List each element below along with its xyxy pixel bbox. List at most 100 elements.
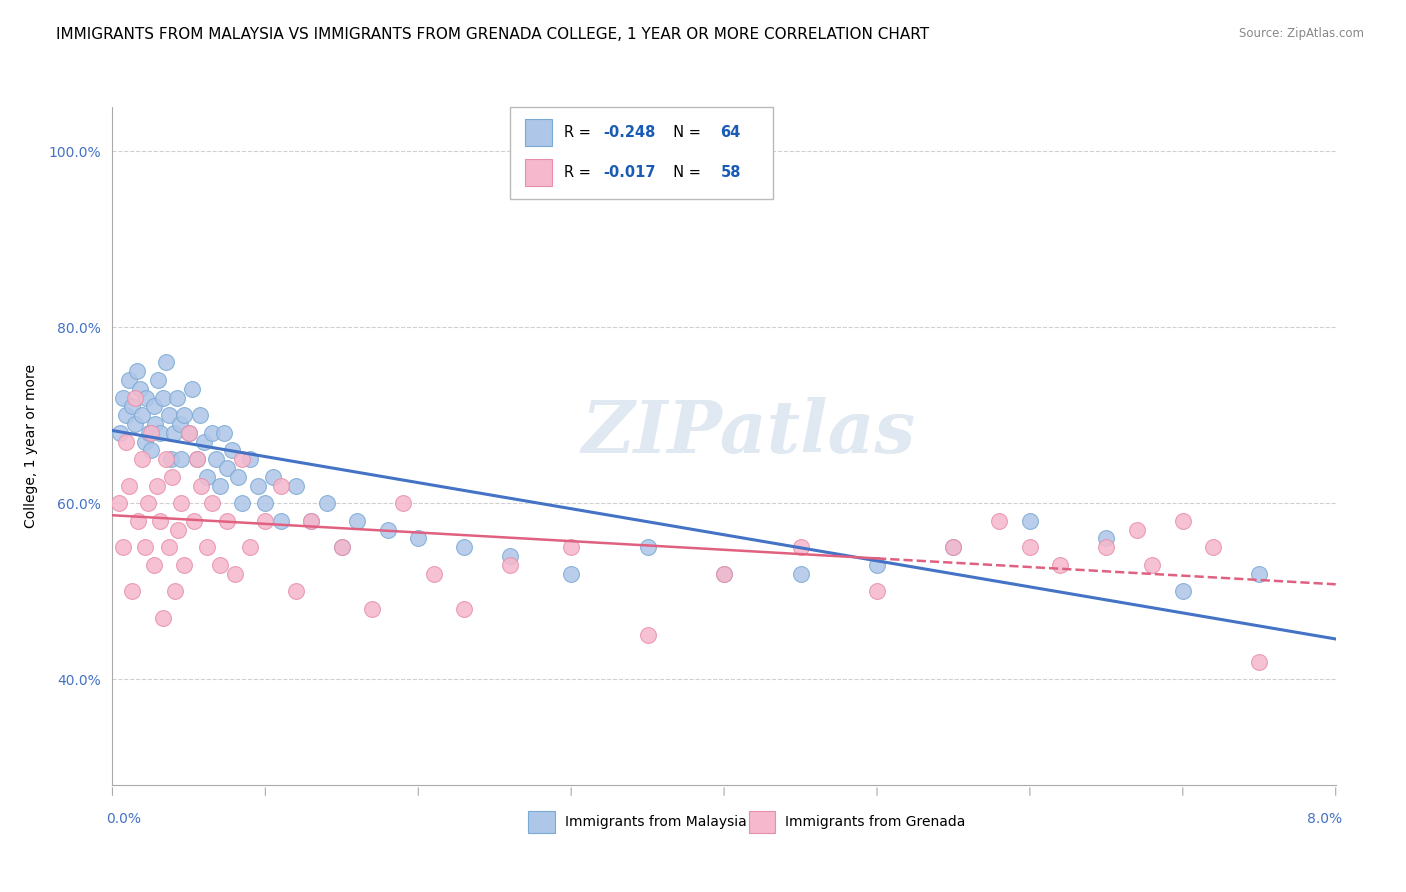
Point [112,391,135,405]
Point [284,584,308,599]
Point [143,417,166,431]
Point [239,452,262,467]
Point [942,541,965,555]
Text: R =: R = [564,125,595,140]
Point [177,425,200,440]
Point [190,478,212,492]
Text: Immigrants from Grenada: Immigrants from Grenada [786,815,966,830]
Point [152,391,174,405]
Point [254,514,277,528]
Point [167,523,190,537]
Point [115,434,138,449]
Point [138,425,160,440]
Point [231,452,253,467]
Point [146,478,169,492]
Point [115,408,138,422]
Y-axis label: College, 1 year or more: College, 1 year or more [24,364,38,528]
Point [560,541,582,555]
Point [499,558,522,572]
Point [246,478,269,492]
Point [195,470,218,484]
Point [201,496,224,510]
Point [208,558,231,572]
Text: ZIPatlas: ZIPatlas [582,397,915,468]
FancyBboxPatch shape [524,120,551,146]
Point [270,478,292,492]
FancyBboxPatch shape [510,107,773,199]
Point [1018,514,1040,528]
Point [149,425,172,440]
Point [1249,566,1271,581]
Point [408,532,430,546]
Point [186,452,208,467]
Point [866,584,889,599]
Text: 8.0%: 8.0% [1306,812,1341,826]
Point [789,566,811,581]
Point [315,496,337,510]
Point [226,470,249,484]
Point [181,382,204,396]
Point [173,408,195,422]
Point [129,382,152,396]
Point [121,400,143,414]
Text: Immigrants from Malaysia: Immigrants from Malaysia [565,815,747,830]
Point [1171,514,1194,528]
Point [112,541,135,555]
Point [159,452,181,467]
Point [166,391,188,405]
Point [299,514,322,528]
Point [330,541,353,555]
Point [212,425,235,440]
Point [254,496,277,510]
Point [127,514,149,528]
Point [1018,541,1040,555]
Point [118,478,141,492]
Point [231,496,253,510]
Point [173,558,195,572]
Point [163,425,186,440]
Point [142,558,165,572]
Point [142,400,165,414]
Point [1126,523,1149,537]
Point [217,461,239,475]
Point [188,408,211,422]
Point [499,549,522,563]
Text: -0.248: -0.248 [603,125,655,140]
Point [1095,541,1118,555]
FancyBboxPatch shape [524,160,551,186]
Point [1249,655,1271,669]
Point [789,541,811,555]
Point [361,602,384,616]
Point [134,541,156,555]
Point [160,470,183,484]
Point [217,514,239,528]
Point [1095,532,1118,546]
Text: 0.0%: 0.0% [107,812,142,826]
Point [165,584,187,599]
Point [183,514,205,528]
Point [125,364,148,378]
Point [152,610,174,624]
Point [1202,541,1225,555]
Point [155,355,177,369]
Point [136,496,159,510]
Point [422,566,444,581]
Point [107,496,129,510]
Point [560,566,582,581]
Text: N =: N = [664,165,706,180]
FancyBboxPatch shape [529,812,555,833]
Point [1142,558,1164,572]
Text: Source: ZipAtlas.com: Source: ZipAtlas.com [1239,27,1364,40]
Point [713,566,735,581]
Point [148,373,170,387]
Point [157,541,180,555]
Point [221,443,243,458]
FancyBboxPatch shape [748,812,776,833]
Point [108,425,131,440]
Point [377,523,399,537]
Point [131,452,153,467]
Point [270,514,292,528]
Point [239,541,262,555]
Point [195,541,218,555]
Point [157,408,180,422]
